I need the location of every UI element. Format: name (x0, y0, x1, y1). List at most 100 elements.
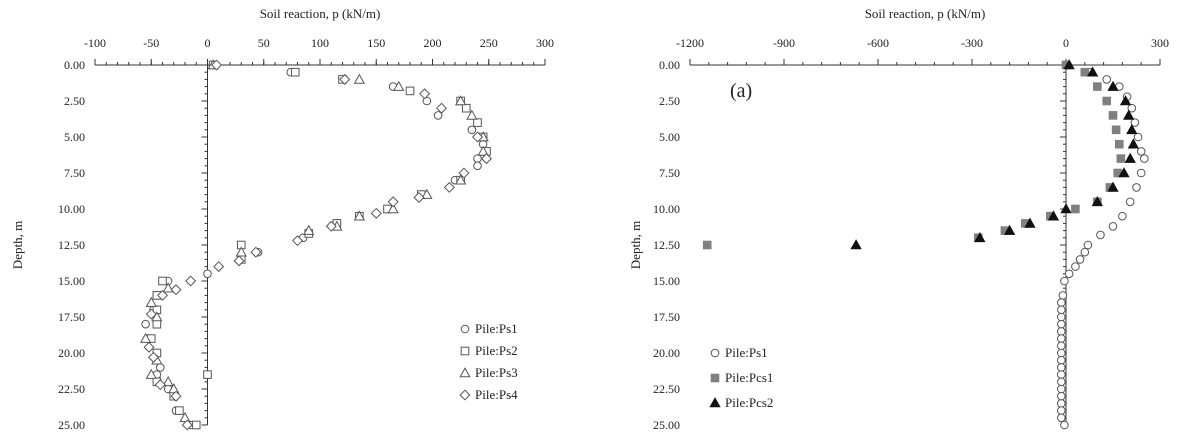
data-point (155, 363, 165, 372)
y-tick-label: 25.00 (58, 418, 85, 432)
data-point (471, 131, 484, 143)
series-pile-pcs2 (850, 59, 1140, 250)
data-point (1057, 298, 1066, 307)
data-point (1108, 221, 1118, 231)
data-point (1057, 327, 1066, 336)
data-point (1093, 82, 1102, 91)
data-point (1063, 59, 1075, 70)
data-point (1057, 391, 1066, 401)
legend-label: Pile:Ps1 (725, 345, 768, 360)
data-point (387, 203, 399, 214)
data-point (1136, 168, 1146, 178)
legend-marker (459, 367, 471, 378)
data-point (480, 153, 493, 165)
series-pile-ps1 (141, 60, 488, 430)
data-point (250, 246, 262, 258)
x-tick-label: 250 (480, 36, 498, 50)
legend-marker (460, 324, 470, 334)
data-point (1114, 139, 1124, 149)
data-point (393, 80, 405, 91)
data-point (147, 351, 160, 363)
y-tick-label: 2.50 (659, 94, 680, 108)
y-tick-label: 10.00 (58, 202, 85, 216)
data-point (1057, 355, 1066, 365)
data-point (145, 296, 157, 307)
data-point (162, 375, 174, 387)
data-point (185, 275, 197, 287)
data-point (1057, 399, 1066, 408)
data-point (1111, 125, 1121, 135)
data-point (1132, 183, 1141, 192)
data-point (1127, 103, 1137, 113)
data-point (1091, 195, 1103, 207)
data-point (1057, 341, 1066, 351)
data-point (203, 269, 212, 279)
data-point (850, 239, 862, 250)
data-point (443, 181, 455, 193)
legend-label: Pile:Pcs2 (725, 395, 773, 410)
legend-marker (710, 373, 720, 383)
data-point (1057, 305, 1066, 315)
data-point (213, 261, 225, 273)
data-point (1064, 269, 1074, 279)
y-tick-label: 5.00 (64, 130, 85, 144)
data-point (170, 390, 182, 402)
y-tick-label: 7.50 (64, 166, 85, 180)
data-point (210, 59, 223, 71)
data-point (1057, 370, 1066, 379)
data-point (1080, 247, 1090, 257)
data-point (1057, 384, 1066, 394)
panel-annotation: (a) (730, 80, 752, 102)
y-tick-label: 12.50 (58, 238, 85, 252)
series-pile-ps4 (143, 59, 493, 431)
data-point (1124, 152, 1136, 163)
data-point (191, 420, 201, 430)
data-point (1119, 95, 1132, 106)
series-pile-ps1 (1057, 60, 1149, 430)
data-point (1057, 312, 1066, 322)
data-point (1057, 363, 1066, 372)
y-axis-title: Depth, m (628, 221, 643, 269)
data-point (1057, 334, 1066, 343)
data-point (1060, 203, 1072, 214)
data-point (370, 207, 382, 219)
data-point (158, 276, 167, 286)
data-point (1125, 197, 1135, 207)
data-point (1096, 230, 1105, 240)
series-pile-pcs1 (702, 60, 1126, 250)
data-point (422, 96, 432, 106)
data-point (291, 235, 304, 247)
legend-marker (710, 348, 720, 358)
data-point (1123, 109, 1135, 120)
y-tick-label: 12.50 (653, 238, 680, 252)
series-pile-ps3 (139, 59, 489, 423)
data-point (477, 145, 489, 156)
data-point (1130, 118, 1140, 127)
data-point (152, 319, 162, 329)
data-point (466, 109, 478, 120)
data-point (473, 154, 482, 163)
data-point (458, 167, 470, 179)
data-point (151, 311, 163, 322)
data-point (473, 161, 482, 171)
data-point (156, 289, 169, 301)
x-tick-label: 100 (311, 36, 329, 50)
data-point (405, 86, 415, 96)
legend-marker (459, 389, 471, 401)
data-point (303, 224, 315, 235)
y-tick-label: 15.00 (58, 274, 85, 288)
data-point (203, 370, 212, 379)
data-point (145, 308, 157, 320)
y-tick-label: 2.50 (64, 94, 85, 108)
y-tick-label: 7.50 (659, 166, 680, 180)
data-point (181, 419, 193, 431)
y-tick-label: 0.00 (659, 58, 680, 72)
data-point (1071, 204, 1080, 214)
data-point (702, 240, 712, 250)
data-point (454, 174, 467, 185)
y-tick-label: 25.00 (653, 418, 680, 432)
data-point (1118, 211, 1127, 221)
data-point (162, 282, 174, 293)
data-point (233, 255, 245, 267)
x-tick-label: 300 (1151, 36, 1169, 50)
